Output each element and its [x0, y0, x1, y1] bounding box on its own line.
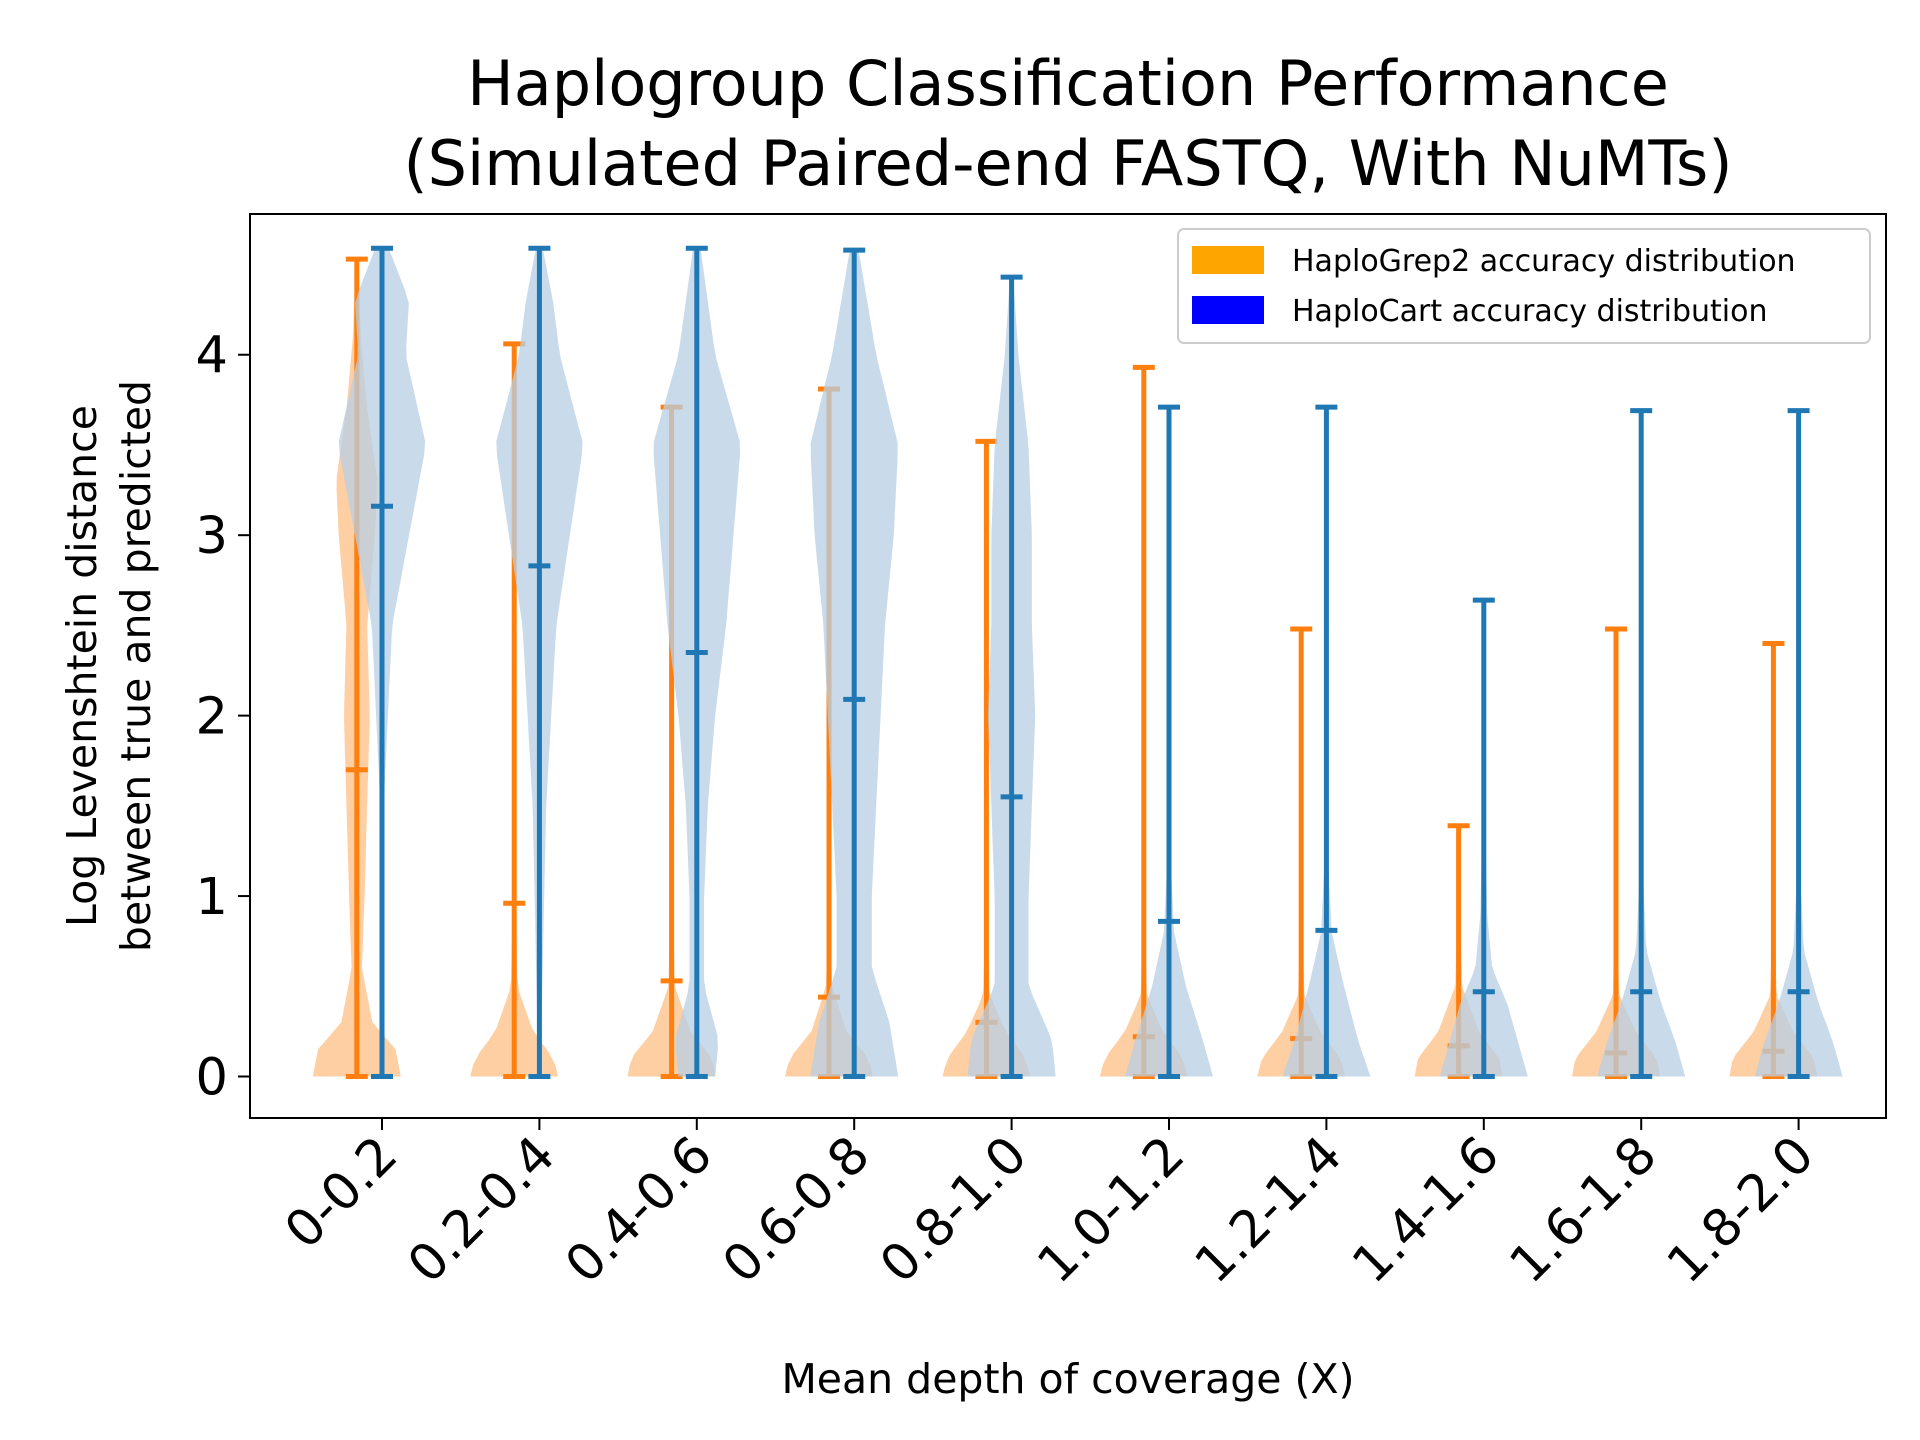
x-tick-label: 0.8-1.0	[869, 1125, 1038, 1294]
x-tick-label: 0-0.2	[274, 1125, 409, 1260]
x-axis-ticks: 0-0.20.2-0.40.4-0.60.6-0.80.8-1.01.0-1.2…	[274, 1118, 1826, 1295]
y-axis-label-line-2: between true and predicted	[112, 380, 160, 952]
y-tick-label: 2	[196, 688, 228, 747]
y-tick-label: 1	[196, 868, 228, 927]
x-tick-label: 0.2-0.4	[397, 1125, 566, 1294]
x-tick-label: 1.4-1.6	[1342, 1125, 1511, 1294]
y-tick-label: 4	[196, 327, 228, 386]
axes-layer	[249, 213, 1887, 1119]
y-tick-label: 3	[196, 507, 228, 566]
x-tick-label: 0.6-0.8	[712, 1125, 881, 1294]
x-tick-label: 1.6-1.8	[1499, 1125, 1668, 1294]
legend-label-haplocart: HaploCart accuracy distribution	[1292, 294, 1768, 329]
y-axis-label-line-1: Log Levenshtein distance	[58, 405, 106, 927]
y-axis-ticks: 0 1 2 3 4	[196, 327, 250, 1107]
x-tick-label: 1.2-1.4	[1184, 1125, 1353, 1294]
series-haplocart	[338, 245, 1843, 1079]
legend-swatch-haplocart	[1192, 296, 1264, 324]
chart-title-line-2: (Simulated Paired-end FASTQ, With NuMTs)	[403, 127, 1732, 200]
legend: HaploGrep2 accuracy distribution HaploCa…	[1177, 228, 1871, 344]
legend-swatch-haplogrep2	[1192, 246, 1264, 274]
x-tick-label: 1.0-1.2	[1027, 1125, 1196, 1294]
plot-frame	[249, 213, 1887, 1119]
legend-frame	[1177, 228, 1871, 344]
x-tick-label: 1.8-2.0	[1656, 1125, 1825, 1294]
x-tick-label: 0.4-0.6	[555, 1125, 724, 1294]
legend-label-haplogrep2: HaploGrep2 accuracy distribution	[1292, 244, 1796, 279]
y-tick-label: 0	[196, 1048, 228, 1107]
violins-layer	[312, 245, 1843, 1079]
chart-title-line-1: Haplogroup Classification Performance	[467, 47, 1669, 120]
x-axis-label: Mean depth of coverage (X)	[781, 1355, 1354, 1403]
